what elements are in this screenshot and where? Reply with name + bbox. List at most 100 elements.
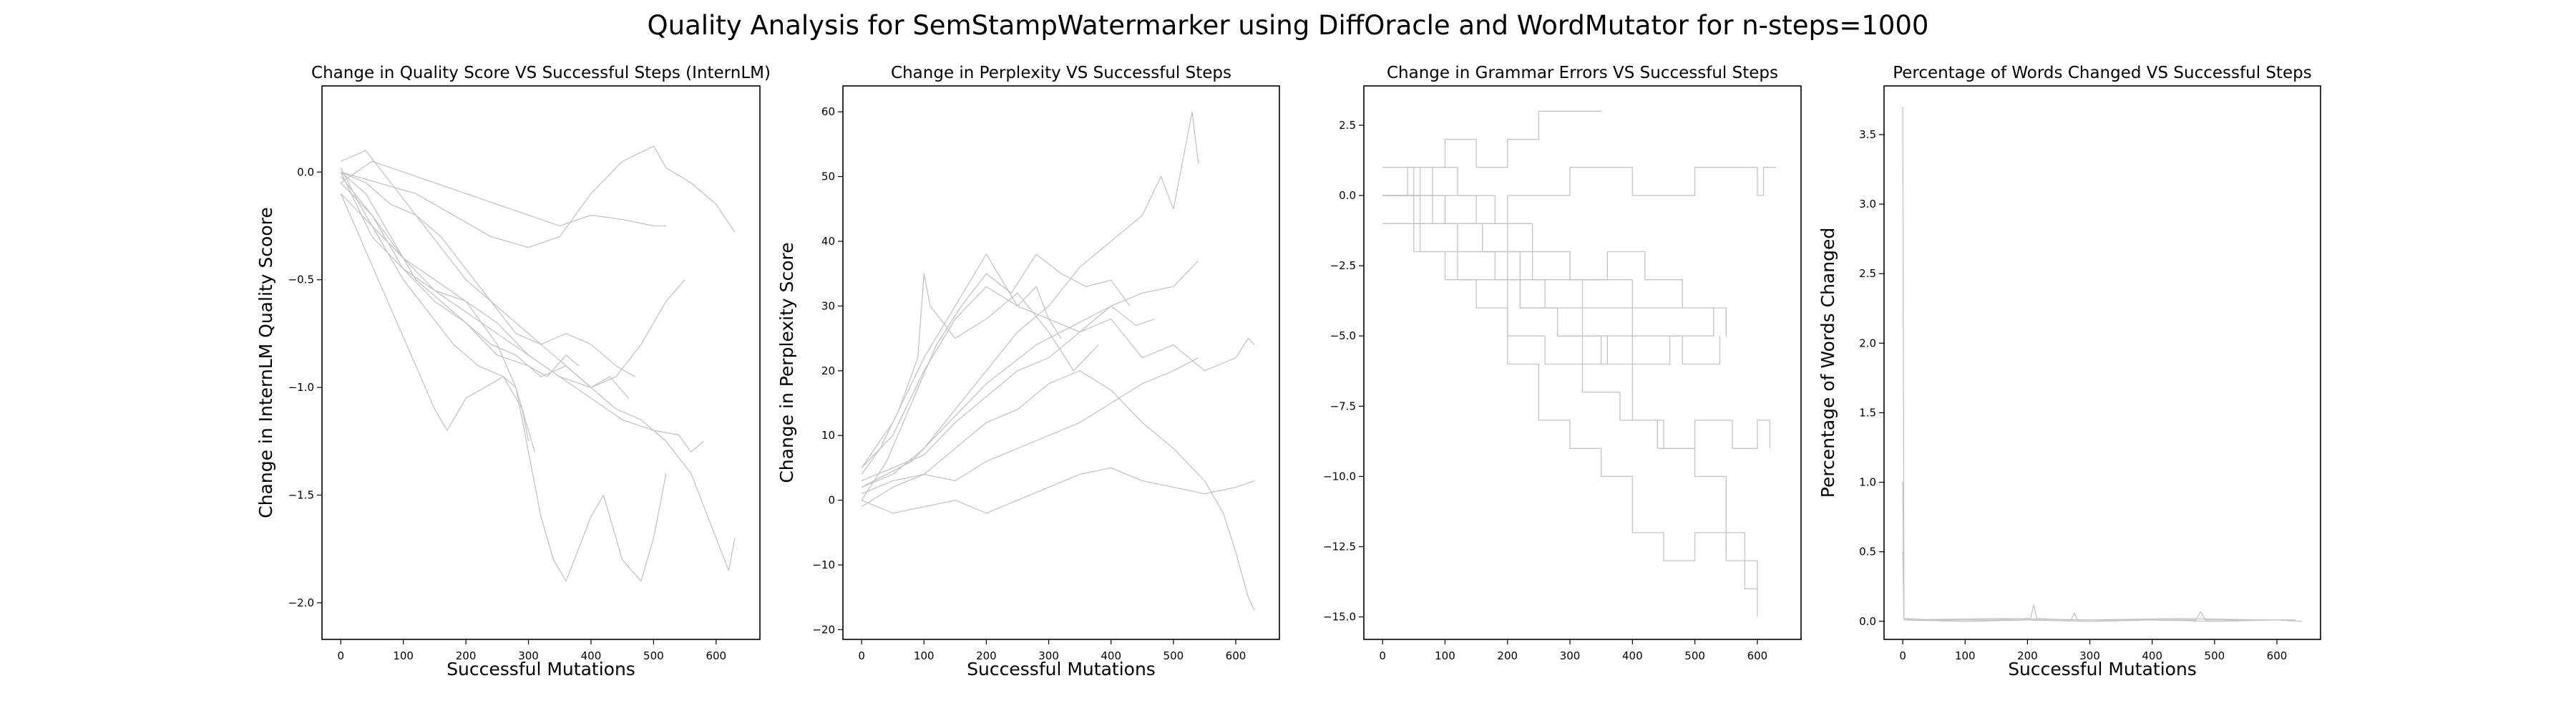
y-tick-label: 1.0	[1859, 476, 1876, 489]
x-tick-label: 500	[643, 649, 664, 662]
y-tick-label: −5.0	[1330, 329, 1356, 342]
y-tick-label: 2.5	[1859, 267, 1876, 280]
x-axis-label: Successful Mutations	[2008, 659, 2197, 679]
x-tick-label: 300	[2079, 649, 2100, 662]
plot-frame	[321, 85, 761, 640]
y-tick-label: 0.0	[1339, 189, 1356, 202]
series-line	[1382, 195, 1714, 365]
x-tick-label: 0	[1899, 649, 1906, 662]
chart-panel-2: 0 100 200 300 400 500 600 −20 −10 0 10 20 30 40 50 60 Ch…	[776, 64, 1280, 679]
x-tick-label: 400	[581, 649, 602, 662]
y-tick-label: 10	[821, 429, 835, 442]
chart-title: Percentage of Words Changed VS Successfu…	[1893, 64, 2312, 82]
y-tick-label: −10	[812, 558, 835, 571]
y-tick-label: 50	[821, 170, 835, 183]
y-tick-label: 0.0	[297, 165, 314, 178]
x-tick-label: 600	[706, 649, 726, 662]
y-axis-label: Change in InternLM Quality Scoore	[255, 207, 276, 518]
plot-frame	[842, 85, 1280, 640]
x-axis-label: Successful Mutations	[447, 659, 635, 679]
y-tick-label: −2.0	[288, 596, 314, 609]
y-tick-label: 60	[821, 105, 835, 118]
y-tick-label: 2.5	[1339, 119, 1356, 132]
series-line	[1902, 551, 2265, 621]
x-tick-label: 300	[518, 649, 539, 662]
y-tick-label: 0.0	[1859, 615, 1876, 628]
chart-title: Change in Quality Score VS Successful St…	[311, 64, 771, 82]
plot-frame	[1883, 85, 2321, 640]
series-line	[861, 111, 1199, 488]
y-tick-label: 0.5	[1859, 546, 1876, 558]
y-tick-label: −0.5	[288, 274, 314, 286]
x-tick-label: 100	[914, 649, 935, 662]
x-tick-label: 300	[1560, 649, 1581, 662]
x-tick-label: 0	[1379, 649, 1386, 662]
x-tick-label: 400	[2142, 649, 2162, 662]
y-tick-label: −10.0	[1323, 470, 1356, 483]
series-line	[340, 171, 686, 388]
x-tick-label: 100	[1955, 649, 1976, 662]
x-tick-label: 0	[337, 649, 344, 662]
y-tick-label: 2.0	[1859, 337, 1876, 349]
x-tick-label: 600	[1747, 649, 1768, 662]
y-axis-label: Change in Perplexity Score	[776, 242, 797, 483]
series-line	[340, 182, 667, 582]
series-line	[861, 357, 1199, 508]
plot-frame	[1363, 85, 1802, 640]
series-line	[1382, 223, 1758, 589]
x-tick-label: 200	[976, 649, 997, 662]
x-tick-label: 600	[2267, 649, 2288, 662]
series-line	[861, 370, 1255, 611]
series-line	[1382, 223, 1771, 449]
y-tick-label: 3.0	[1859, 198, 1876, 211]
series-line	[1382, 195, 1727, 337]
series-line	[1382, 110, 1601, 196]
y-tick-label: 0	[828, 494, 835, 507]
x-tick-label: 300	[1038, 649, 1059, 662]
series-line	[340, 175, 579, 377]
series-line	[861, 467, 1255, 514]
x-tick-label: 100	[393, 649, 414, 662]
series-line	[861, 260, 1199, 482]
x-tick-label: 0	[858, 649, 865, 662]
x-tick-label: 200	[2017, 649, 2038, 662]
y-tick-label: −1.0	[288, 381, 314, 394]
chart-title: Change in Grammar Errors VS Successful S…	[1387, 64, 1778, 82]
series-line	[340, 193, 530, 442]
series-line	[340, 160, 666, 227]
series-line	[340, 150, 736, 571]
x-axis-label: Successful Mutations	[967, 659, 1156, 679]
x-tick-label: 400	[1101, 649, 1121, 662]
y-tick-label: −1.5	[288, 488, 314, 501]
y-tick-label: −7.5	[1330, 400, 1356, 412]
y-tick-label: 40	[821, 235, 835, 248]
chart-panel-3: 0 100 200 300 400 500 600 −15.0 −12.5 −10.0 −7.5 −5…	[1323, 64, 1802, 662]
series-line	[861, 253, 1062, 468]
x-tick-label: 200	[1497, 649, 1518, 662]
y-tick-label: 3.5	[1859, 128, 1876, 141]
y-tick-label: 30	[821, 299, 835, 312]
series-line	[861, 305, 1155, 488]
series-line	[861, 253, 1131, 500]
x-tick-label: 500	[1163, 649, 1184, 662]
y-tick-label: −20	[812, 623, 835, 636]
y-axis-label: Percentage of Words Changed	[1818, 228, 1838, 498]
series-line	[340, 193, 629, 399]
series-line	[1902, 107, 2296, 621]
series-line	[341, 145, 736, 248]
series-line	[340, 168, 535, 453]
series-line	[861, 286, 1255, 468]
chart-panel-4: 0 100 200 300 400 500 600 0.0 0.5 1.0 1.5 2.0 2.5 3.0…	[1818, 64, 2321, 679]
x-tick-label: 200	[456, 649, 477, 662]
x-tick-label: 100	[1435, 649, 1455, 662]
y-tick-label: 20	[821, 364, 835, 377]
y-tick-label: −2.5	[1330, 259, 1356, 272]
chart-panel-1: 0 100 200 300 400 500 600 −2.0 −1.5 −1.0 −0.5 0.0 Ch…	[255, 64, 771, 679]
series-line	[1382, 167, 1683, 308]
x-tick-label: 500	[1684, 649, 1705, 662]
chart-title: Change in Perplexity VS Successful Steps	[891, 64, 1231, 82]
x-tick-label: 500	[2205, 649, 2225, 662]
series-line	[861, 273, 1099, 475]
figure-suptitle: Quality Analysis for SemStampWatermarker…	[648, 10, 1929, 41]
